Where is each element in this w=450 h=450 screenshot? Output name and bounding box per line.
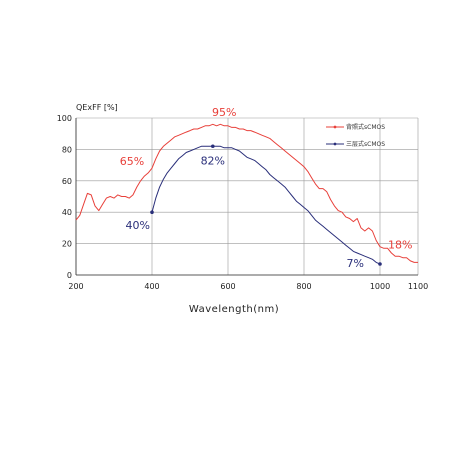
legend: 背照式sCMOS 三层式sCMOS [326, 123, 385, 148]
legend-swatch-marker [333, 125, 337, 129]
x-tick-label: 600 [220, 282, 235, 291]
y-tick-label: 20 [62, 240, 72, 249]
legend-label: 背照式sCMOS [346, 123, 385, 131]
data-label: 95% [212, 106, 236, 119]
x-tick-label: 200 [68, 282, 83, 291]
y-axis-label: QExFF [%] [76, 103, 118, 112]
x-axis-label: Wavelength(nm) [189, 304, 279, 315]
x-tick-label: 1100 [408, 282, 428, 291]
axis-layer: 0 20 40 60 80 100 200 400 600 800 1000 1100 [57, 114, 428, 291]
data-label: 40% [126, 219, 150, 232]
legend-swatch-marker [333, 142, 337, 146]
y-tick-label: 100 [57, 114, 72, 123]
series-layer [75, 123, 418, 265]
series-line-back-illuminated [75, 123, 418, 263]
data-marker [150, 210, 154, 214]
series-line-three-layer [151, 145, 381, 265]
data-marker [211, 144, 215, 149]
x-tick-label: 800 [296, 282, 311, 291]
data-label: 18% [388, 239, 412, 252]
y-tick-label: 0 [67, 271, 72, 280]
y-tick-label: 60 [62, 177, 72, 186]
data-label: 82% [201, 154, 225, 167]
annotation-layer: 95% 65% 18% 82% 40% 7% [120, 106, 413, 270]
y-tick-label: 80 [62, 145, 72, 154]
data-label: 65% [120, 155, 144, 168]
y-tick-label: 40 [62, 208, 72, 217]
data-label: 7% [347, 257, 364, 270]
legend-label: 三层式sCMOS [346, 140, 385, 148]
grid-layer [75, 117, 419, 276]
x-tick-label: 1000 [370, 282, 390, 291]
data-marker [378, 262, 382, 266]
x-tick-label: 400 [144, 282, 159, 291]
